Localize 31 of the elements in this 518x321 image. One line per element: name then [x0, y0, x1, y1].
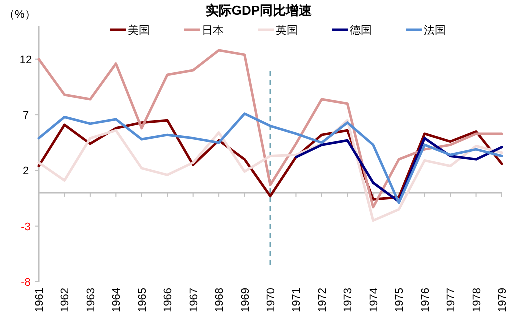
chart-title: 实际GDP同比增速	[206, 3, 314, 18]
y-tick-label: -8	[21, 277, 31, 289]
x-tick-label: 1962	[60, 288, 72, 312]
legend-label: 日本	[202, 24, 224, 37]
x-tick-label: 1977	[446, 288, 458, 312]
x-tick-label: 1974	[368, 288, 380, 312]
x-tick-label: 1971	[291, 288, 304, 312]
y-tick-label: 7	[22, 110, 30, 122]
x-tick-label: 1968	[214, 288, 226, 312]
legend-label: 德国	[350, 25, 372, 37]
x-tick-label: 1966	[162, 288, 175, 312]
y-tick-label: 12	[20, 54, 32, 66]
x-tick-label: 1979	[497, 288, 509, 312]
x-tick-label: 1967	[188, 288, 200, 312]
x-tick-label: 1975	[394, 288, 406, 312]
legend-label: 英国	[276, 24, 298, 37]
x-tick-label: 1970	[266, 288, 278, 312]
x-tick-label: 1963	[85, 288, 98, 312]
x-tick-label: 1969	[240, 288, 252, 312]
x-tick-label: 1964	[111, 288, 124, 312]
y-tick-label: -3	[21, 221, 31, 234]
y-tick-label: 2	[22, 166, 30, 178]
x-tick-label: 1961	[34, 288, 46, 312]
legend-label: 美国	[128, 24, 150, 37]
legend-label: 法国	[424, 24, 446, 37]
x-tick-label: 1978	[471, 288, 484, 312]
x-tick-label: 1973	[342, 288, 355, 312]
y-axis-title: （%）	[4, 9, 36, 21]
x-tick-label: 1965	[136, 288, 149, 312]
x-tick-label: 1972	[316, 288, 329, 312]
x-tick-label: 1976	[420, 288, 432, 312]
